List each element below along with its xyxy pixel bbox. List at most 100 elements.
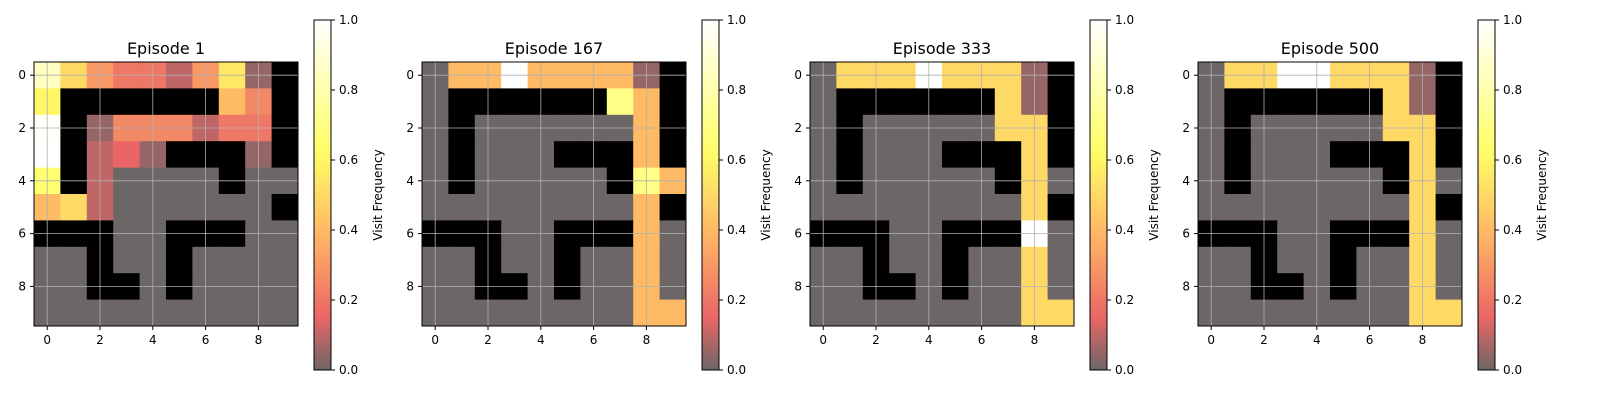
colorbar-tick-label: 0.8	[339, 83, 358, 97]
heatmap-cell	[994, 299, 1022, 327]
wall-cell	[836, 141, 864, 169]
y-tick-label: 0	[18, 68, 26, 82]
heatmap-cell	[889, 299, 917, 327]
colorbar-tick-label: 0.6	[339, 153, 358, 167]
heatmap-cell	[1277, 246, 1305, 274]
wall-cell	[554, 141, 581, 169]
colorbar-tick-label: 1.0	[1115, 13, 1134, 27]
chart-title: Episode 333	[893, 39, 991, 58]
y-tick-label: 6	[1182, 227, 1190, 241]
heatmap-cell	[942, 299, 969, 327]
y-tick-label: 0	[1182, 68, 1190, 82]
heatmap-cell	[659, 299, 687, 327]
colorbar-tick-label: 0.2	[1115, 293, 1134, 307]
wall-cell	[659, 88, 687, 116]
y-tick-label: 6	[794, 227, 802, 241]
heatmap-cell	[1382, 299, 1410, 327]
chart-title: Episode 167	[505, 39, 603, 58]
x-tick-label: 4	[925, 333, 933, 347]
wall-cell	[942, 88, 969, 116]
heatmap-cell	[1224, 246, 1252, 274]
y-tick-label: 4	[794, 174, 802, 188]
colorbar-label: Visit Frequency	[759, 149, 773, 240]
colorbar-tick-label: 0.2	[1503, 293, 1522, 307]
wall-cell	[942, 141, 969, 169]
wall-cell	[1047, 141, 1075, 169]
heatmap-cell	[218, 194, 246, 221]
x-tick-label: 8	[1419, 333, 1427, 347]
heatmap-cell	[659, 246, 687, 274]
wall-cell	[60, 141, 88, 169]
heatmap-cell	[1277, 299, 1305, 327]
heatmap-cell	[554, 299, 581, 327]
heatmap-panel-2: Episode 167 0 2 4 6 8 0 2 4 6 8 0.0 0.2 0.4 0.6 0.8 1.0 V…	[406, 13, 773, 377]
heatmap-cell	[889, 194, 917, 221]
wall-cell	[166, 88, 193, 116]
heatmap-panel-4: Episode 500 0 2 4 6 8 0 2 4 6 8 0.0 0.2 0.4 0.6 0.8 1.0 V…	[1182, 13, 1549, 377]
colorbar-tick-label: 0.4	[339, 223, 358, 237]
x-tick-label: 8	[255, 333, 263, 347]
colorbar-tick-label: 0.2	[339, 293, 358, 307]
heatmap-cell	[1435, 246, 1463, 274]
heatmap-cell	[501, 194, 529, 221]
heatmap-cell	[606, 194, 634, 221]
wall-cell	[271, 194, 299, 221]
wall-cell	[889, 88, 917, 116]
heatmap-cell	[113, 194, 141, 221]
heatmap-cell	[1047, 246, 1075, 274]
heatmap-cell	[60, 299, 88, 327]
x-tick-label: 2	[872, 333, 880, 347]
colorbar-label: Visit Frequency	[1147, 149, 1161, 240]
wall-cell	[606, 141, 634, 169]
wall-cell	[994, 141, 1022, 169]
x-tick-label: 2	[96, 333, 104, 347]
heatmap-cell	[1435, 299, 1463, 327]
heatmap-cell	[501, 246, 529, 274]
y-tick-label: 2	[794, 121, 802, 135]
wall-cell	[659, 141, 687, 169]
colorbar-tick-label: 0.0	[727, 363, 746, 377]
heatmap-cell	[271, 246, 299, 274]
heatmap-cell	[113, 141, 141, 169]
y-tick-label: 4	[406, 174, 414, 188]
wall-cell	[271, 141, 299, 169]
y-tick-label: 2	[18, 121, 26, 135]
axes-frame	[33, 61, 299, 327]
colorbar-tick-label: 1.0	[727, 13, 746, 27]
heatmap-cell	[994, 246, 1022, 274]
y-tick-label: 6	[18, 227, 26, 241]
wall-cell	[1435, 88, 1463, 116]
colorbar-tick-label: 0.0	[1503, 363, 1522, 377]
x-tick-label: 0	[819, 333, 827, 347]
heatmap-cell	[836, 194, 864, 221]
heatmap-cell	[1330, 194, 1357, 221]
wall-cell	[1224, 141, 1252, 169]
heatmap-cell	[1330, 299, 1357, 327]
heatmap-cell	[554, 194, 581, 221]
wall-cell	[113, 88, 141, 116]
heatmap-cell	[889, 141, 917, 169]
heatmap-cell	[889, 246, 917, 274]
heatmap-cell	[606, 246, 634, 274]
heatmap-cell	[1047, 299, 1075, 327]
colorbar-tick-label: 0.6	[1503, 153, 1522, 167]
x-tick-label: 4	[537, 333, 545, 347]
wall-cell	[218, 141, 246, 169]
heatmap-cell	[448, 299, 476, 327]
heatmap-cell	[448, 246, 476, 274]
heatmap-cell	[942, 194, 969, 221]
heatmap-cell	[994, 194, 1022, 221]
colorbar-tick-label: 0.4	[727, 223, 746, 237]
y-tick-label: 0	[406, 68, 414, 82]
x-tick-label: 6	[202, 333, 210, 347]
wall-cell	[166, 141, 193, 169]
colorbar-tick-label: 0.8	[1115, 83, 1134, 97]
wall-cell	[1330, 141, 1357, 169]
wall-cell	[60, 88, 88, 116]
heatmap-cell	[1224, 194, 1252, 221]
colorbar-tick-label: 0.2	[727, 293, 746, 307]
heatmap-cell	[836, 299, 864, 327]
heatmap-cell	[1224, 299, 1252, 327]
